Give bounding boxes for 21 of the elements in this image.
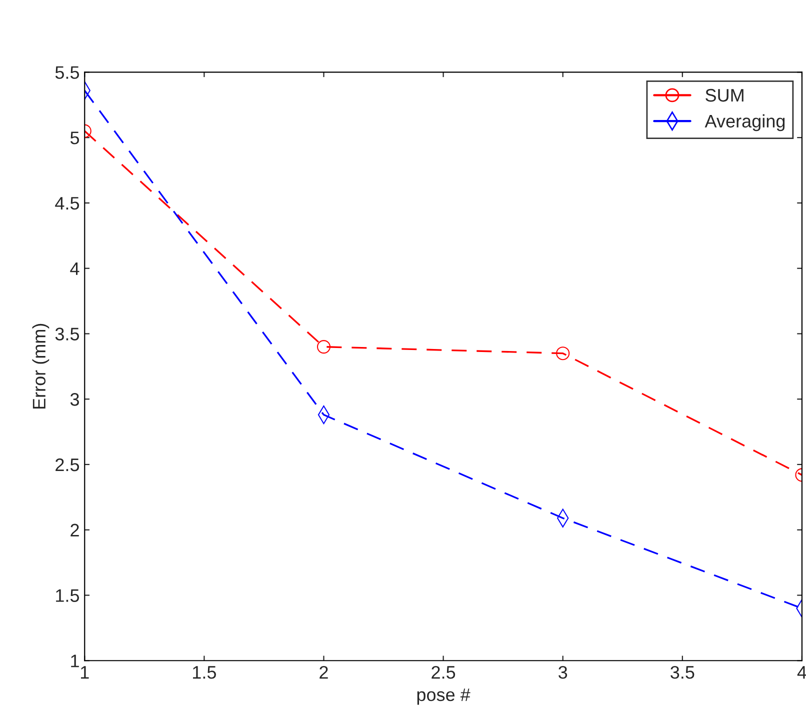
x-axis-title: pose # [417,688,470,705]
x-tick-label: 3.5 [670,666,694,679]
x-tick-label: 3 [558,666,568,679]
y-tick-label: 2 [70,524,79,536]
y-tick-label: 3.5 [55,328,80,340]
y-tick-label: 1.5 [56,589,80,602]
y-tick-label: 1 [71,654,79,668]
y-tick-label: 3 [70,393,79,406]
y-tick-label: 2.5 [56,458,80,472]
y-axis-title: Error (mm) [32,324,50,409]
y-tick-label: 5 [70,132,80,144]
x-tick-label: 4 [797,666,806,679]
x-tick-label: 1.5 [193,666,216,679]
y-tick-label: 5.5 [55,66,80,79]
x-tick-label: 2 [320,666,328,679]
y-tick-label: 4 [70,262,80,275]
x-tick-label: 2.5 [432,666,456,679]
legend-label: Averaging [704,114,785,132]
y-tick-label: 4.5 [55,197,80,210]
legend-label: SUM [706,88,744,102]
x-tick-label: 1 [80,666,89,679]
